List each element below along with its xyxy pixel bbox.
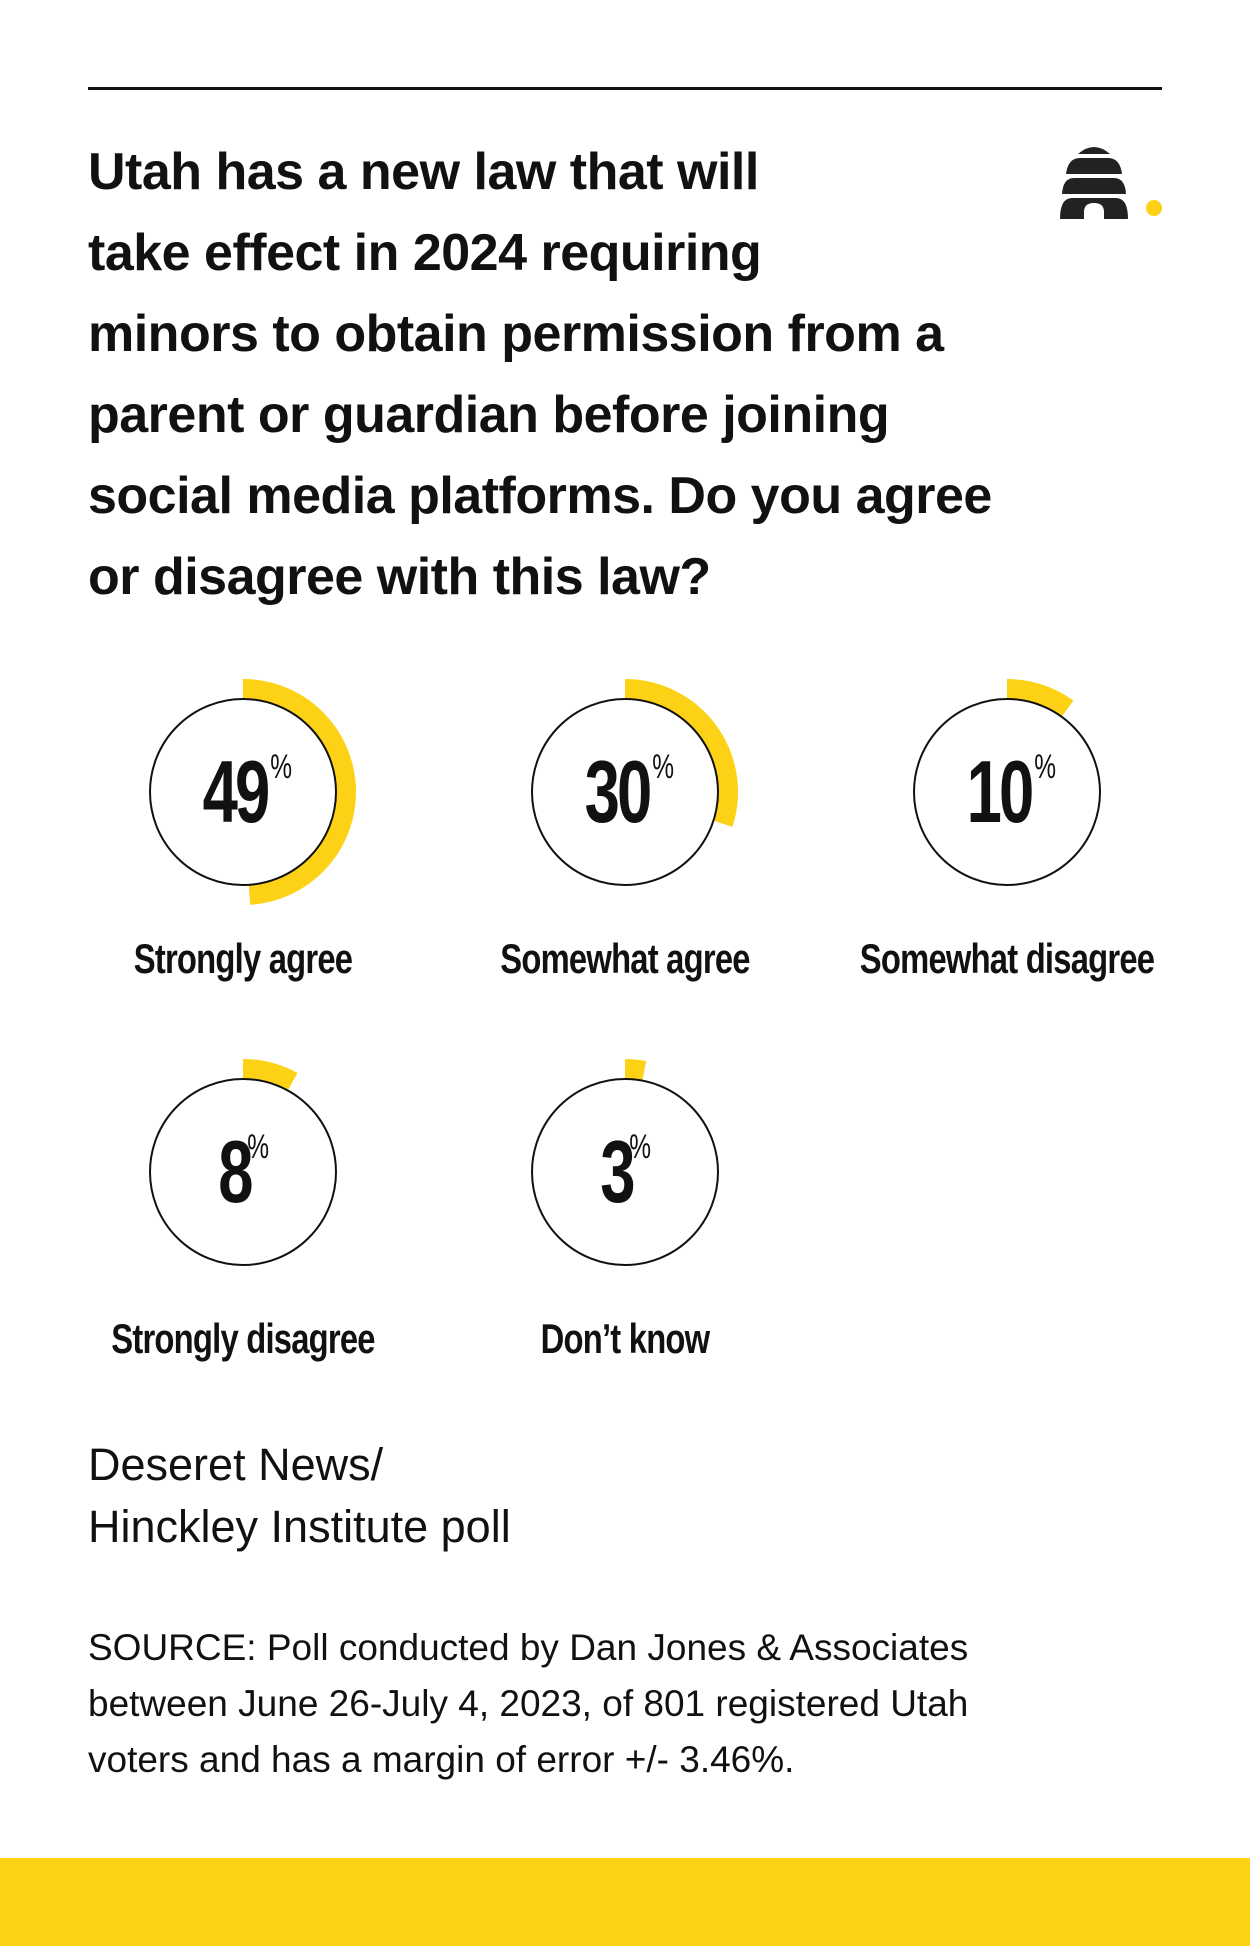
category-label-don-t-know: Don’t know bbox=[540, 1315, 711, 1362]
value-arc bbox=[625, 1059, 647, 1081]
donut-somewhat-disagree: 10% bbox=[887, 672, 1127, 912]
value-arc bbox=[1007, 679, 1074, 717]
donut-ring bbox=[531, 679, 738, 886]
poll-question: Utah has a new law that will take effect… bbox=[88, 143, 992, 606]
top-divider bbox=[88, 87, 1162, 90]
outline-circle bbox=[531, 698, 719, 886]
beehive-icon bbox=[1060, 147, 1162, 219]
donut-ring bbox=[913, 679, 1101, 886]
source-note: SOURCE: Poll conducted by Dan Jones & As… bbox=[88, 1627, 969, 1780]
value-arc bbox=[243, 1059, 298, 1091]
poll-name: Deseret News/ Hinckley Institute poll bbox=[88, 1439, 511, 1552]
donut-ring bbox=[149, 679, 357, 905]
donut-strongly-disagree: 8% bbox=[123, 1052, 363, 1292]
category-label-strongly-disagree: Strongly disagree bbox=[111, 1315, 375, 1362]
outline-circle bbox=[149, 1078, 337, 1266]
outline-circle bbox=[531, 1078, 719, 1266]
donut-ring bbox=[149, 1059, 337, 1266]
outline-circle bbox=[913, 698, 1101, 886]
bottom-accent-bar bbox=[0, 1858, 1250, 1946]
category-label-somewhat-agree: Somewhat agree bbox=[500, 935, 750, 982]
donut-strongly-agree: 49% bbox=[123, 672, 363, 912]
donut-don-t-know: 3% bbox=[505, 1052, 745, 1292]
value-arc bbox=[243, 679, 357, 905]
donut-ring bbox=[531, 1059, 719, 1266]
value-arc bbox=[625, 679, 738, 827]
outline-circle bbox=[149, 698, 337, 886]
category-label-somewhat-disagree: Somewhat disagree bbox=[859, 935, 1155, 982]
donut-somewhat-agree: 30% bbox=[505, 672, 745, 912]
category-label-strongly-agree: Strongly agree bbox=[133, 935, 353, 982]
